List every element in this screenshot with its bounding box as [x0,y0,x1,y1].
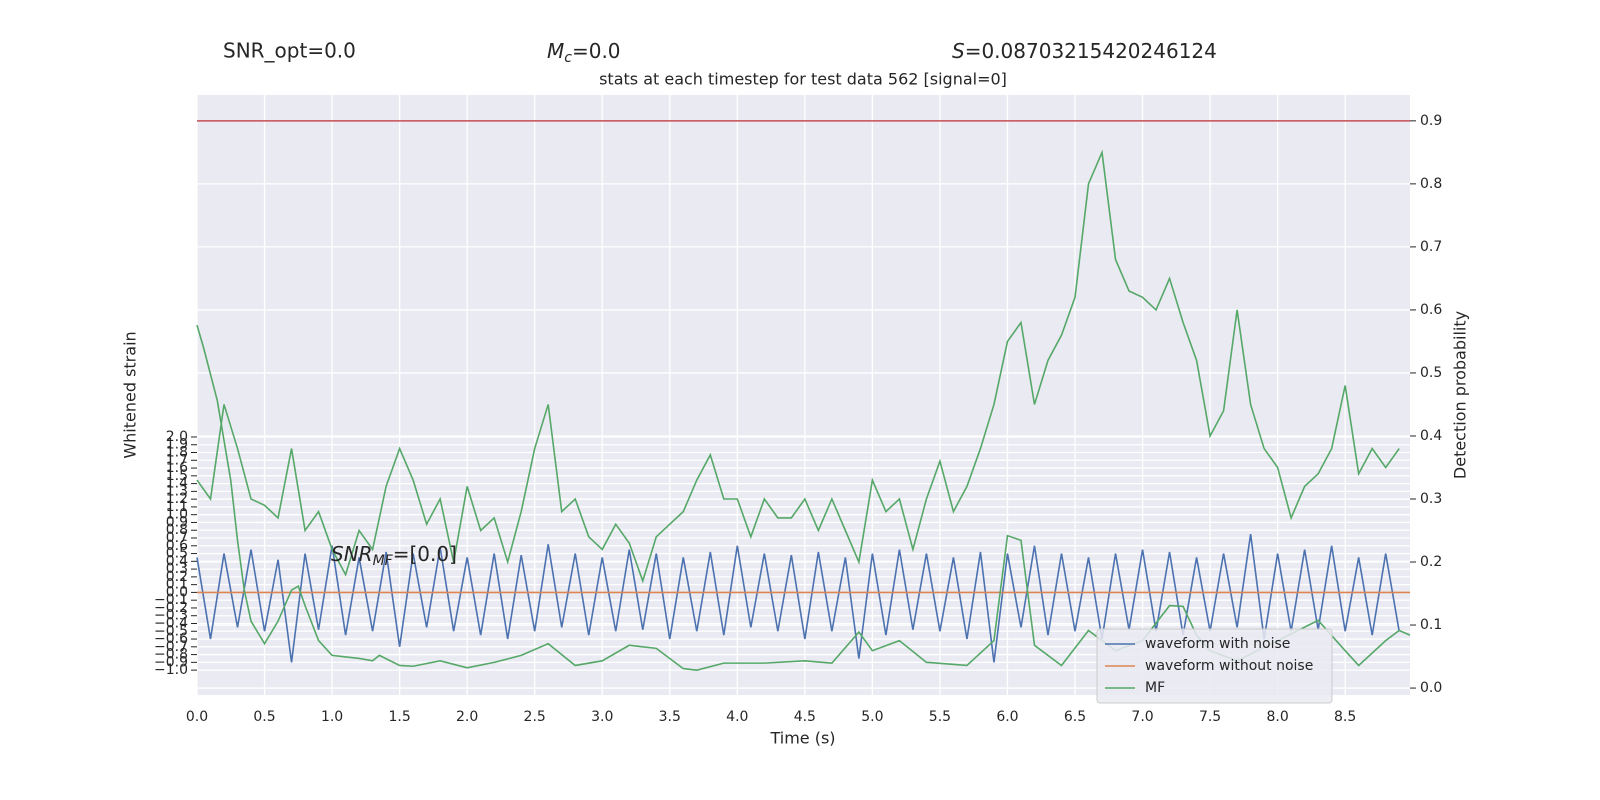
y-tick-label: 0.2 [166,569,188,585]
legend-label: waveform with noise [1145,636,1290,652]
y2-tick-label: 0.1 [1420,617,1442,633]
y-tick-label: 1.3 [166,483,188,499]
y-tick-label: 0.8 [166,522,188,538]
legend-label: MF [1145,680,1165,696]
y-tick-label: 0.0 [166,584,188,600]
x-axis-label: Time (s) [769,729,835,748]
y-tick-label: 0.3 [166,561,188,577]
mf-subscript: MF [373,553,394,569]
y-tick-label: −0.2 [154,600,188,616]
snr-opt: SNR_opt=0.0 [223,39,356,63]
y-tick-label: −1.0 [154,662,188,678]
y-tick-label: 1.9 [166,437,188,453]
s-symbol: S [952,39,965,63]
x-tick-label: 2.5 [524,709,546,725]
mc-text: =0.0 [572,39,621,63]
marks [196,120,1411,671]
y-tick-label: −0.5 [154,623,188,639]
y-tick-label: 1.5 [166,468,188,484]
mc-symbol: M [547,39,564,63]
x-tick-label: 5.0 [861,709,883,725]
y-tick-label: −0.7 [154,639,188,655]
y-tick-label: −0.6 [154,631,188,647]
y-tick-label: 1.6 [166,460,188,476]
s-stat: S=0.08703215420246124 [952,39,1217,63]
y-tick-label: 1.7 [166,452,188,468]
s-text: =0.08703215420246124 [965,39,1217,63]
y2-tick-label: 0.7 [1420,239,1442,255]
y-tick-label: 0.5 [166,546,188,562]
legend-label: waveform without noise [1145,658,1313,674]
y-tick-label: 0.4 [166,553,188,569]
mf-symbol: SNR [331,542,373,566]
snr-mf: SNRMF=[0.0] [331,542,457,570]
y2-tick-label: 0.2 [1420,554,1442,570]
y-tick-label: −0.1 [154,592,188,608]
y-tick-label: 1.8 [166,445,188,461]
x-tick-label: 8.0 [1266,709,1288,725]
x-tick-label: 0.5 [253,709,275,725]
y-tick-label: 1.1 [166,499,188,515]
x-tick-label: 3.0 [591,709,613,725]
x-tick-label: 3.5 [659,709,681,725]
x-tick-label: 7.5 [1199,709,1221,725]
y-tick-label: 0.7 [166,530,188,546]
x-tick-label: 8.5 [1334,709,1356,725]
y-tick-label: −0.4 [154,615,188,631]
series-line [196,149,1400,584]
x-tick-label: 2.0 [456,709,478,725]
x-tick-label: 1.5 [388,709,410,725]
mc-subscript: c [564,50,572,66]
y2-tick-label: 0.5 [1420,365,1442,381]
series-line [196,534,1400,663]
chart-title: stats at each timestep for test data 562… [599,70,1007,89]
x-tick-label: 4.0 [726,709,748,725]
y2-tick-label: 0.6 [1420,302,1442,318]
y2-tick-label: 0.4 [1420,428,1442,444]
y-tick-label: 1.2 [166,491,188,507]
x-tick-label: 7.0 [1131,709,1153,725]
y2-tick-label: 0.3 [1420,491,1442,507]
axes: 0.0 0.5 1.0 1.5 2.0 2.5 3.0 3.5 4.0 4.5 5.0 5.5 6.0 6… [154,113,1442,725]
y-tick-label: −0.8 [154,647,188,663]
x-tick-label: 5.5 [929,709,951,725]
y-axis-label: Whitened strain [121,331,140,458]
legend-box [1096,628,1333,704]
y2-tick-label: 0.9 [1420,113,1442,129]
mf-text: =[0.0] [393,542,457,566]
x-tick-label: 6.5 [1064,709,1086,725]
y2-tick-label: 0.8 [1420,176,1442,192]
y-tick-label: 0.6 [166,538,188,554]
x-tick-label: 1.0 [321,709,343,725]
y-tick-label: 2.0 [166,429,188,445]
y-tick-label: 0.9 [166,514,188,530]
y-tick-label: −0.9 [154,654,188,670]
chirp-mass: Mc=0.0 [547,39,621,67]
y-tick-label: 1.4 [166,476,188,492]
y2-axis-label: Detection probability [1451,311,1470,479]
x-tick-label: 0.0 [186,709,208,725]
y2-tick-label: 0.0 [1420,680,1442,696]
legend: waveform with noise waveform without nois… [1096,628,1333,704]
series-line [196,324,1411,671]
y-tick-label: 1.0 [166,507,188,523]
plot-area [197,95,1410,695]
y-tick-label: 0.1 [166,577,188,593]
y-tick-label: −0.3 [154,608,188,624]
x-tick-label: 6.0 [996,709,1018,725]
x-tick-label: 4.5 [794,709,816,725]
